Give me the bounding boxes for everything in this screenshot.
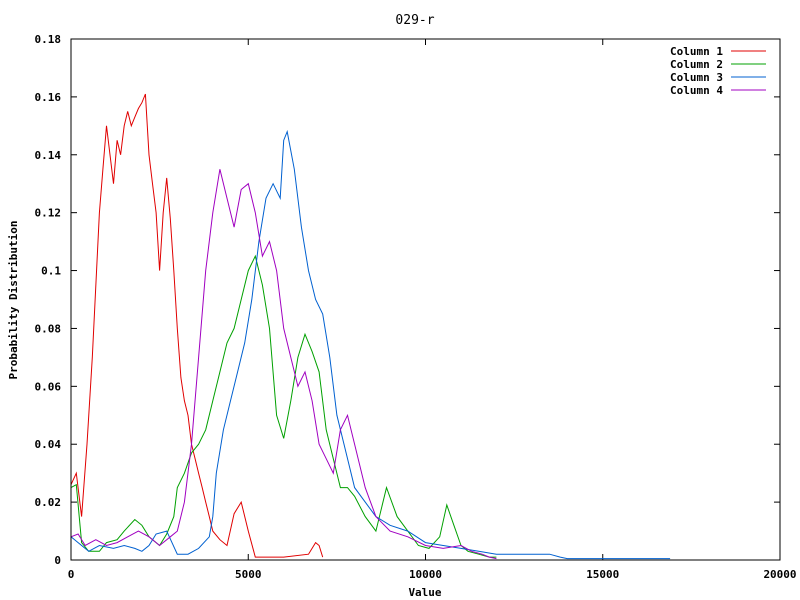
legend-label-column-1: Column 1 [670, 45, 723, 58]
y-tick-label: 0.14 [35, 149, 62, 162]
series-line-column-1 [70, 93, 324, 558]
y-tick-label: 0.18 [35, 33, 62, 46]
series-line-column-3 [70, 129, 671, 560]
legend-label-column-2: Column 2 [670, 58, 723, 71]
x-tick-label: 20000 [763, 568, 796, 581]
series-lines [70, 93, 671, 560]
x-axis-label: Value [408, 586, 441, 599]
y-tick-label: 0.16 [35, 91, 62, 104]
y-tick-label: 0.04 [35, 438, 62, 451]
chart-title: 029-r [395, 13, 434, 28]
y-tick-label: 0.12 [35, 207, 62, 220]
x-tick-label: 0 [68, 568, 75, 581]
plot-frame [70, 38, 781, 561]
legend-label-column-3: Column 3 [670, 71, 723, 84]
y-tick-label: 0.08 [35, 322, 62, 335]
y-tick-label: 0.1 [41, 265, 61, 278]
y-axis-label: Probability Distribution [7, 221, 20, 380]
x-tick-label: 5000 [235, 568, 262, 581]
series-line-column-4 [70, 169, 497, 560]
legend-label-column-4: Column 4 [670, 84, 723, 97]
y-tick-label: 0.02 [35, 496, 62, 509]
x-tick-label: 15000 [586, 568, 619, 581]
y-tick-label: 0 [54, 554, 61, 567]
series-line-column-2 [70, 254, 497, 558]
x-tick-label: 10000 [409, 568, 442, 581]
axis-ticks: 0 0.02 0.04 0.06 0.08 0.1 0.12 0.14 0.16 0.18 0 500… [35, 33, 797, 581]
y-tick-label: 0.06 [35, 380, 62, 393]
